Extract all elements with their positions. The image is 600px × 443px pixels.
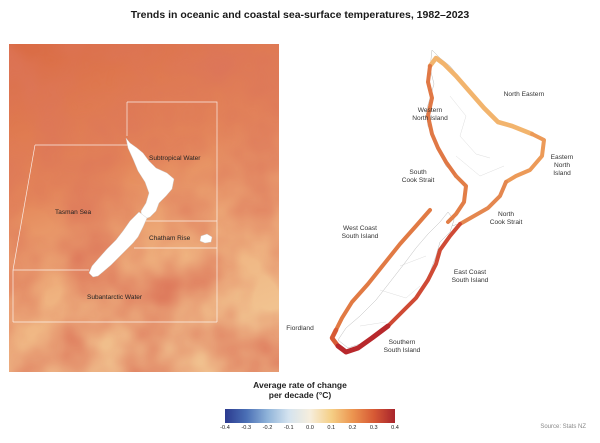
legend-tick-label: -0.2 — [262, 425, 273, 431]
coast-west-coast-south-island — [334, 208, 432, 332]
legend-ticks: -0.4 -0.3 -0.2 -0.1 0.0 0.1 0.2 0.3 0.4 — [218, 425, 402, 435]
legend-tick-label: 0.2 — [348, 425, 357, 431]
coast-southern-south-island — [335, 323, 391, 355]
legend-tick-label: 0.1 — [327, 425, 336, 431]
region-label-north-cook-strait: North Cook Strait — [490, 211, 523, 226]
north-island-land — [425, 49, 545, 227]
legend-tick-label: 0.3 — [369, 425, 378, 431]
region-label-eastern-north-island: Eastern North Island — [551, 154, 574, 177]
internal-boundaries — [359, 95, 505, 327]
region-label-chatham: Chatham Rise — [149, 235, 191, 242]
region-boundaries — [12, 101, 218, 323]
north-island-shape — [125, 137, 175, 221]
nz-landmass — [88, 137, 213, 278]
legend-tick-label: 0.0 — [306, 425, 314, 431]
coast-eastern-north-island — [504, 132, 546, 184]
legend-tick-label: -0.3 — [241, 425, 252, 431]
oceanic-trend-map: Subtropical Water Tasman Sea Chatham Ris… — [9, 44, 279, 372]
coast-fiordland — [329, 327, 341, 349]
legend-tick-label: -0.1 — [283, 425, 294, 431]
region-label-north-eastern: North Eastern — [504, 91, 545, 98]
region-label-south-cook-strait: South Cook Strait — [402, 169, 435, 184]
chatham-islands-shape — [199, 233, 213, 244]
figure-title: Trends in oceanic and coastal sea-surfac… — [130, 9, 470, 21]
coast-western-north-island — [426, 64, 458, 178]
region-label-subantarctic: Subantarctic Water — [87, 294, 143, 301]
coast-north-cook-strait — [458, 180, 508, 226]
region-label-tasman: Tasman Sea — [55, 209, 92, 216]
region-label-western-north-island: Western North Island — [412, 107, 448, 122]
coast-south-cook-strait — [446, 174, 468, 224]
legend-tick-label: -0.4 — [220, 425, 230, 431]
legend-colorbar — [225, 409, 395, 423]
south-island-shape — [88, 211, 148, 278]
coastline-trend-strokes — [329, 55, 546, 355]
legend-title-line1: Average rate of change — [253, 380, 347, 390]
legend-title-line2: per decade (°C) — [268, 390, 332, 400]
source-note: Source: Stats NZ — [540, 424, 586, 430]
legend-gradient-rect — [225, 409, 395, 423]
region-label-southern-south-island: Southern South Island — [384, 339, 421, 354]
coast-east-coast-south-island — [386, 222, 462, 328]
south-island-land — [337, 211, 455, 349]
legend-title: Average rate of change per decade (°C) — [200, 380, 400, 400]
coastal-region-labels: North Eastern Western North Island Easter… — [286, 91, 573, 354]
coast-north-eastern — [427, 55, 535, 137]
region-label-fiordland: Fiordland — [286, 325, 314, 332]
legend-tick-label: 0.4 — [391, 425, 399, 431]
coastal-trend-map: North Eastern Western North Island Easter… — [286, 49, 574, 355]
region-label-west-coast-south-island: West Coast South Island — [342, 225, 379, 240]
region-label-east-coast-south-island: East Coast South Island — [452, 269, 489, 284]
region-label-subtropical: Subtropical Water — [149, 155, 201, 162]
